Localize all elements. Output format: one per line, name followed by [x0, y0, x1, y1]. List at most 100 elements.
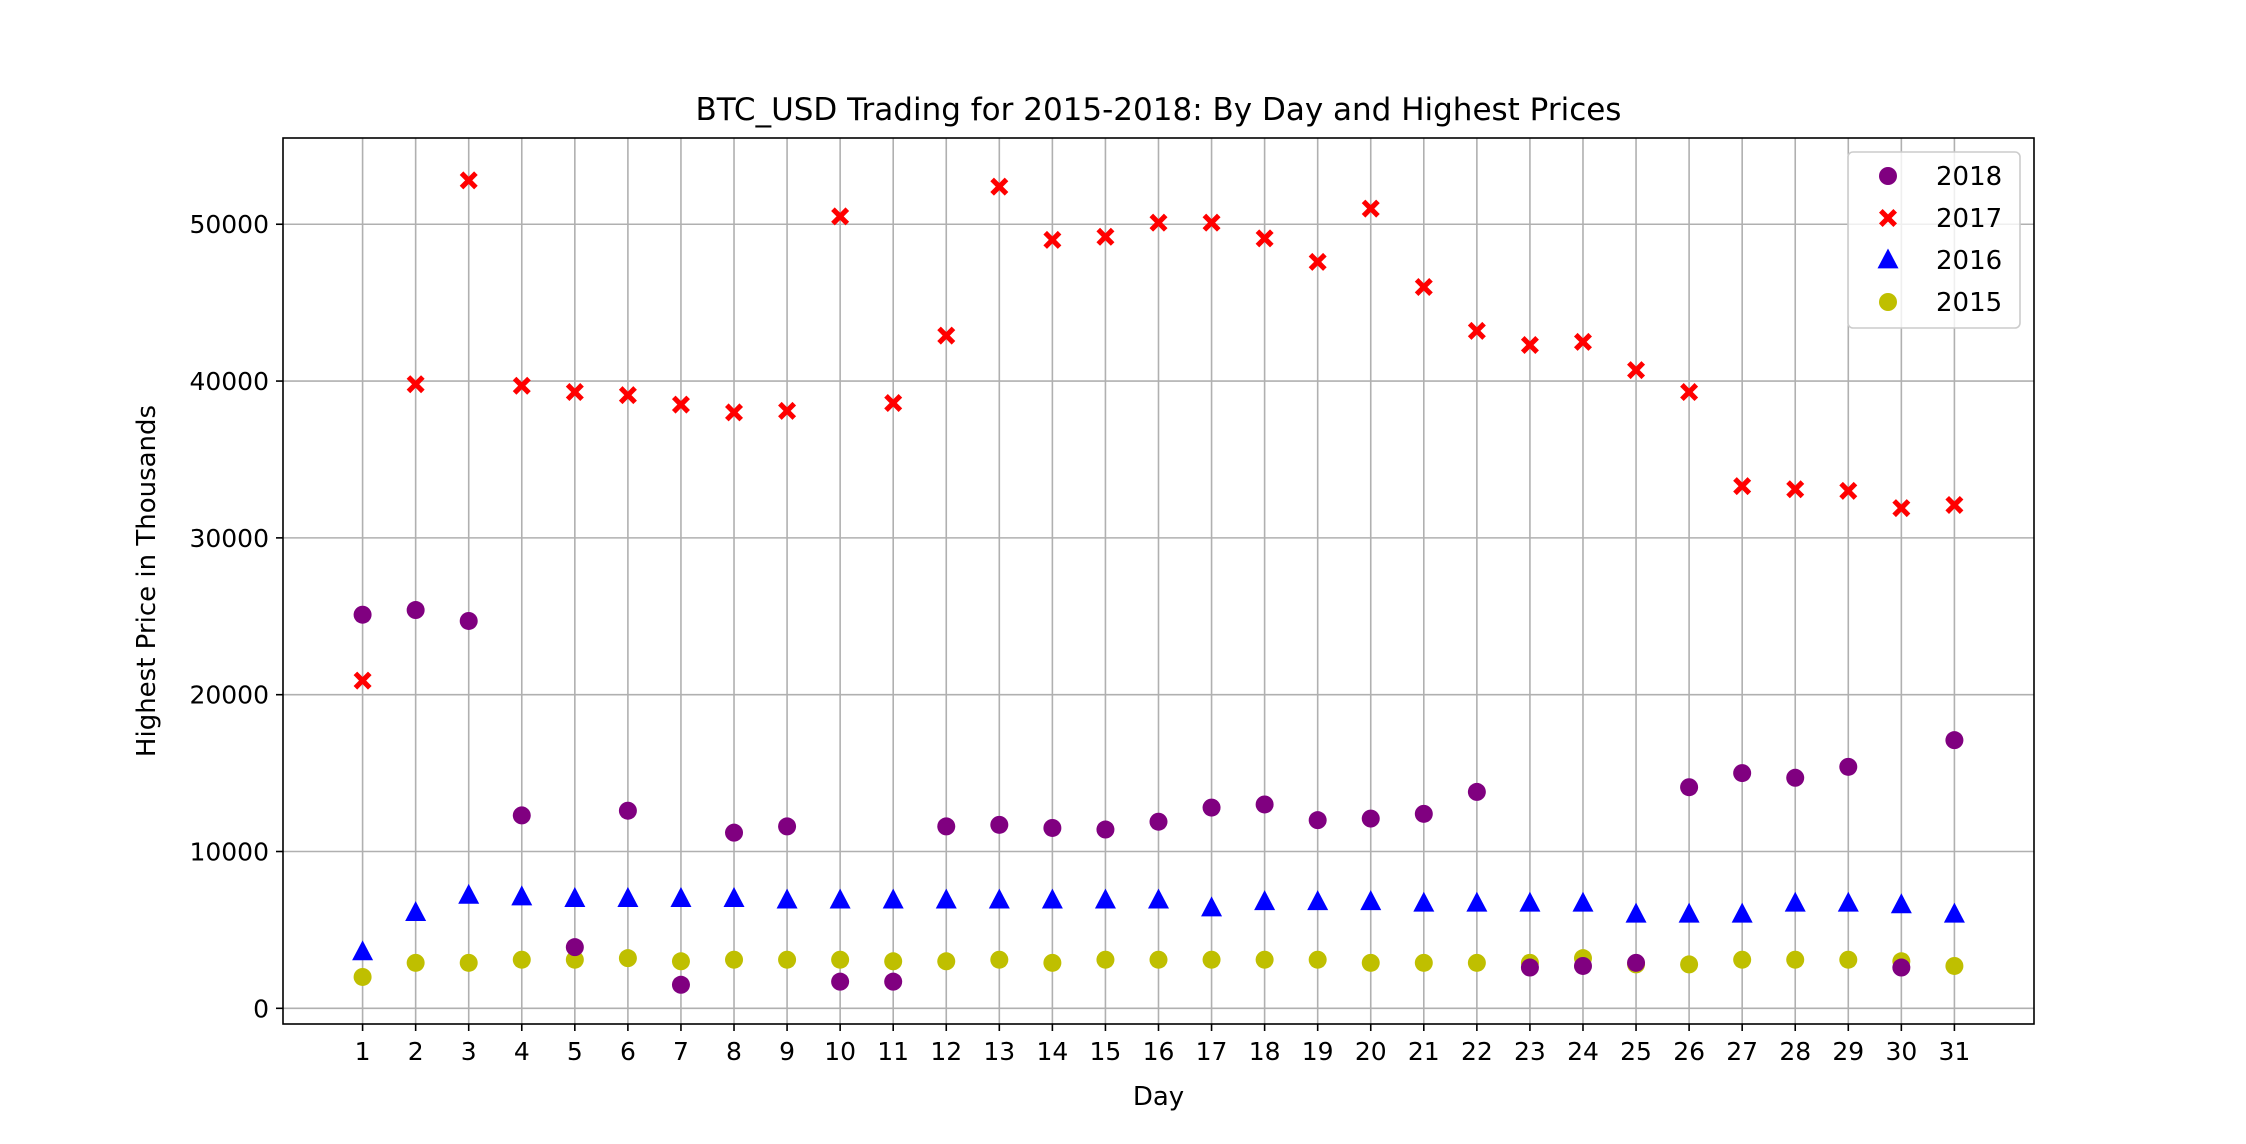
point-2018-day-14: [1043, 818, 1062, 837]
series-2016: [352, 883, 1965, 961]
plot-frame: [282, 137, 2035, 1025]
point-2018-day-6: [618, 801, 637, 820]
point-2017-day-25: [1627, 361, 1646, 380]
point-2017-day-18: [1255, 229, 1274, 248]
point-2018-day-25: [1627, 953, 1646, 972]
point-2017-day-22: [1467, 321, 1486, 340]
x-tick-label: 12: [930, 1037, 962, 1066]
y-axis-label: Highest Price in Thousands: [132, 405, 162, 757]
point-2018-day-16: [1149, 812, 1168, 831]
point-2015-day-19: [1308, 950, 1327, 969]
point-2015-day-14: [1043, 953, 1062, 972]
x-tick-label: 28: [1779, 1037, 1811, 1066]
x-tick-label: 13: [983, 1037, 1015, 1066]
x-tick-label: 3: [461, 1037, 477, 1066]
point-2018-day-20: [1361, 809, 1380, 828]
point-2018-day-10: [831, 972, 850, 991]
x-axis-label: Day: [1133, 1082, 1184, 1112]
legend: 2018 2017 2016 2015: [1847, 151, 2021, 329]
point-2015-day-3: [459, 953, 478, 972]
point-2018-day-29: [1839, 757, 1858, 776]
point-2018-day-30: [1892, 958, 1911, 977]
x-tick-label: 30: [1885, 1037, 1917, 1066]
legend-marker-2017: [1879, 209, 1897, 227]
point-2018-day-8: [725, 823, 744, 842]
point-2017-day-16: [1149, 213, 1168, 232]
point-2018-day-15: [1096, 820, 1115, 839]
point-2017-day-4: [512, 376, 531, 395]
point-2017-day-7: [671, 395, 690, 414]
legend-entry-2017: 2017: [1879, 204, 2002, 234]
x-tick-label: 6: [620, 1037, 636, 1066]
x-tick-label: 14: [1036, 1037, 1068, 1066]
x-tick-label: 4: [514, 1037, 530, 1066]
point-2017-day-15: [1096, 227, 1115, 246]
point-2017-day-11: [884, 394, 903, 413]
point-2017-day-20: [1361, 199, 1380, 218]
legend-marker-2015: [1879, 293, 1897, 311]
point-2017-day-17: [1202, 213, 1221, 232]
point-2015-day-11: [884, 952, 903, 971]
x-tick-label: 1: [355, 1037, 371, 1066]
x-tick-label: 29: [1832, 1037, 1864, 1066]
point-2017-day-9: [778, 401, 797, 420]
point-2017-day-31: [1945, 495, 1964, 514]
y-tick-label: 10000: [189, 838, 269, 867]
series-2018: [353, 601, 1964, 994]
x-tick-label: 25: [1620, 1037, 1652, 1066]
point-2017-day-19: [1308, 252, 1327, 271]
point-2015-day-17: [1202, 950, 1221, 969]
point-2015-day-2: [406, 953, 425, 972]
point-2015-day-20: [1361, 953, 1380, 972]
y-tick-label: 50000: [189, 210, 269, 239]
x-tick-label: 10: [824, 1037, 856, 1066]
point-2016-day-5: [564, 886, 586, 907]
point-2018-day-17: [1202, 798, 1221, 817]
legend-label-2017: 2017: [1936, 204, 2002, 234]
point-2016-day-24: [1572, 891, 1594, 912]
point-2018-day-9: [778, 817, 797, 836]
x-tick-label: 2: [408, 1037, 424, 1066]
series-2017: [353, 171, 1964, 690]
x-tick-label: 23: [1514, 1037, 1546, 1066]
legend-label-2018: 2018: [1936, 162, 2002, 192]
point-2016-day-12: [935, 888, 957, 909]
point-2017-day-12: [937, 326, 956, 345]
point-2017-day-23: [1520, 335, 1539, 354]
point-2016-day-14: [1041, 888, 1063, 909]
point-2016-day-13: [988, 888, 1010, 909]
point-2015-day-31: [1945, 956, 1964, 975]
point-2018-day-27: [1733, 764, 1752, 783]
point-2016-day-18: [1254, 890, 1276, 911]
point-2016-day-4: [511, 885, 533, 906]
y-tick-label: 20000: [189, 681, 269, 710]
point-2017-day-30: [1892, 499, 1911, 518]
legend-entries: 2018 2017 2016 2015: [1877, 162, 2002, 318]
point-2016-day-15: [1094, 888, 1116, 909]
point-2017-day-29: [1839, 481, 1858, 500]
point-2017-day-24: [1573, 332, 1592, 351]
legend-label-2015: 2015: [1936, 288, 2002, 318]
point-2017-day-27: [1733, 477, 1752, 496]
point-2017-day-28: [1786, 480, 1805, 499]
point-2017-day-8: [725, 403, 744, 422]
point-2015-day-6: [618, 949, 637, 968]
point-2017-day-5: [565, 383, 584, 402]
point-2017-day-26: [1680, 383, 1699, 402]
point-2018-day-18: [1255, 795, 1274, 814]
point-2016-day-2: [405, 901, 427, 922]
y-tick-label: 40000: [189, 367, 269, 396]
point-2018-day-22: [1467, 782, 1486, 801]
point-2016-day-23: [1519, 891, 1541, 912]
x-tick-label: 8: [726, 1037, 742, 1066]
point-2015-day-9: [778, 950, 797, 969]
chart-title: BTC_USD Trading for 2015-2018: By Day an…: [696, 92, 1622, 128]
point-2018-day-26: [1680, 778, 1699, 797]
point-2017-day-3: [459, 171, 478, 190]
x-tick-label: 26: [1673, 1037, 1705, 1066]
legend-marker-2018: [1879, 167, 1897, 185]
legend-marker-2016: [1877, 248, 1899, 269]
point-2018-day-19: [1308, 811, 1327, 830]
